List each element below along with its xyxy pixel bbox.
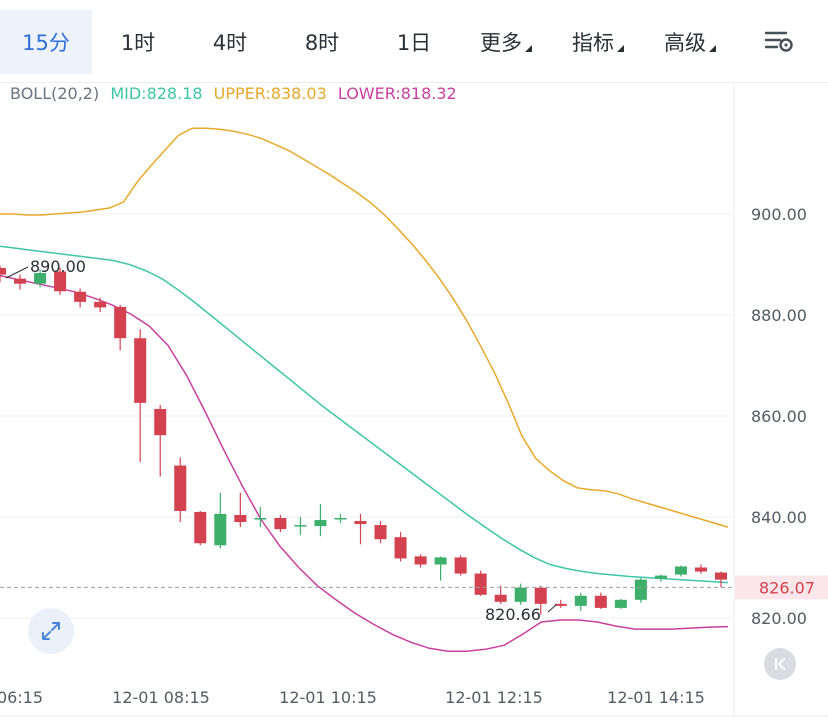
- dropdown-triangle-icon: [525, 44, 532, 52]
- y-tick-label: 820.00: [751, 609, 807, 628]
- candle-body: [674, 566, 687, 575]
- candle-body: [374, 525, 387, 540]
- dropdown-triangle-icon: [709, 44, 716, 52]
- tab-1h[interactable]: 1时: [120, 31, 156, 55]
- timeframe-tab-bar: 15分 1时 4时 8时 1日 更多 指标 高级: [0, 0, 828, 83]
- dropdown-triangle-icon: [617, 44, 624, 52]
- legend-mid: MID:828.18: [110, 84, 203, 103]
- candle-body: [334, 518, 347, 520]
- tab-more[interactable]: 更多: [460, 10, 552, 74]
- candle-body: [174, 465, 187, 511]
- candle-body: [594, 595, 607, 608]
- y-tick-label: 900.00: [751, 205, 807, 224]
- candle-body: [394, 537, 407, 559]
- high-annotation-leader: [5, 266, 29, 279]
- candle-body: [414, 556, 427, 565]
- candle-body: [634, 579, 647, 600]
- x-tick-label: 12-01 10:15: [279, 688, 377, 707]
- x-tick-label: 12-01 14:15: [607, 688, 705, 707]
- candle-body: [554, 603, 567, 606]
- candle-body: [94, 301, 107, 308]
- candle-body: [154, 408, 167, 436]
- candle-body: [54, 271, 67, 292]
- legend-lower: LOWER:818.32: [337, 84, 457, 103]
- tab-8h[interactable]: 8时: [304, 31, 340, 55]
- candle-body: [454, 557, 467, 574]
- candle-body: [234, 514, 247, 523]
- upper-band-line: [0, 127, 729, 528]
- x-tick-label: 06:15: [0, 688, 43, 707]
- candle-body: [534, 587, 547, 604]
- last-price-label: 826.07: [759, 578, 815, 597]
- candle-body: [254, 518, 267, 520]
- candle-body: [574, 595, 587, 606]
- candle-body: [354, 521, 367, 525]
- candle-body: [494, 594, 507, 602]
- high-annotation: 890.00: [30, 257, 86, 276]
- low-annotation: 820.66: [485, 605, 541, 624]
- tab-advanced[interactable]: 高级: [644, 10, 736, 74]
- legend-indicator-name: BOLL(20,2): [10, 84, 100, 103]
- chart-settings-icon[interactable]: [762, 26, 796, 56]
- y-tick-label: 840.00: [751, 508, 807, 527]
- expand-icon: [42, 622, 60, 640]
- candle-body: [694, 567, 707, 572]
- candle-body: [194, 511, 207, 544]
- candle-body: [294, 525, 307, 527]
- boll-legend: BOLL(20,2) MID:828.18 UPPER:838.03 LOWER…: [10, 84, 463, 103]
- lower-band-line: [0, 274, 729, 653]
- x-tick-label: 12-01 12:15: [445, 688, 543, 707]
- tab-1d[interactable]: 1日: [396, 31, 432, 55]
- candle-body: [314, 520, 327, 527]
- candle-body: [274, 518, 287, 530]
- candle-body: [214, 513, 227, 546]
- candle-body: [114, 306, 127, 339]
- candle-body: [514, 587, 527, 602]
- x-tick-label: 12-01 08:15: [112, 688, 210, 707]
- candle-body: [715, 572, 727, 580]
- candle-body: [14, 278, 27, 284]
- collapse-panel-button[interactable]: [764, 648, 796, 680]
- last-price-tag: [735, 575, 828, 600]
- tab-4h[interactable]: 4时: [212, 31, 248, 55]
- y-tick-label: 880.00: [751, 306, 807, 325]
- tab-15m[interactable]: 15分: [0, 10, 92, 74]
- candle-body: [474, 573, 487, 595]
- tab-indicators[interactable]: 指标: [552, 10, 644, 74]
- candle-body: [434, 557, 447, 565]
- candle-body: [134, 338, 147, 403]
- legend-upper: UPPER:838.03: [213, 84, 327, 103]
- candle-body: [34, 273, 47, 284]
- mid-band-line: [0, 245, 729, 584]
- chevron-left-icon: [775, 658, 785, 670]
- low-annotation-leader: [547, 604, 557, 613]
- y-tick-label: 860.00: [751, 407, 807, 426]
- candle-body: [614, 599, 627, 608]
- candle-body: [654, 575, 667, 579]
- candle-body: [74, 291, 87, 302]
- candle-body: [0, 268, 6, 275]
- expand-button[interactable]: [28, 608, 74, 654]
